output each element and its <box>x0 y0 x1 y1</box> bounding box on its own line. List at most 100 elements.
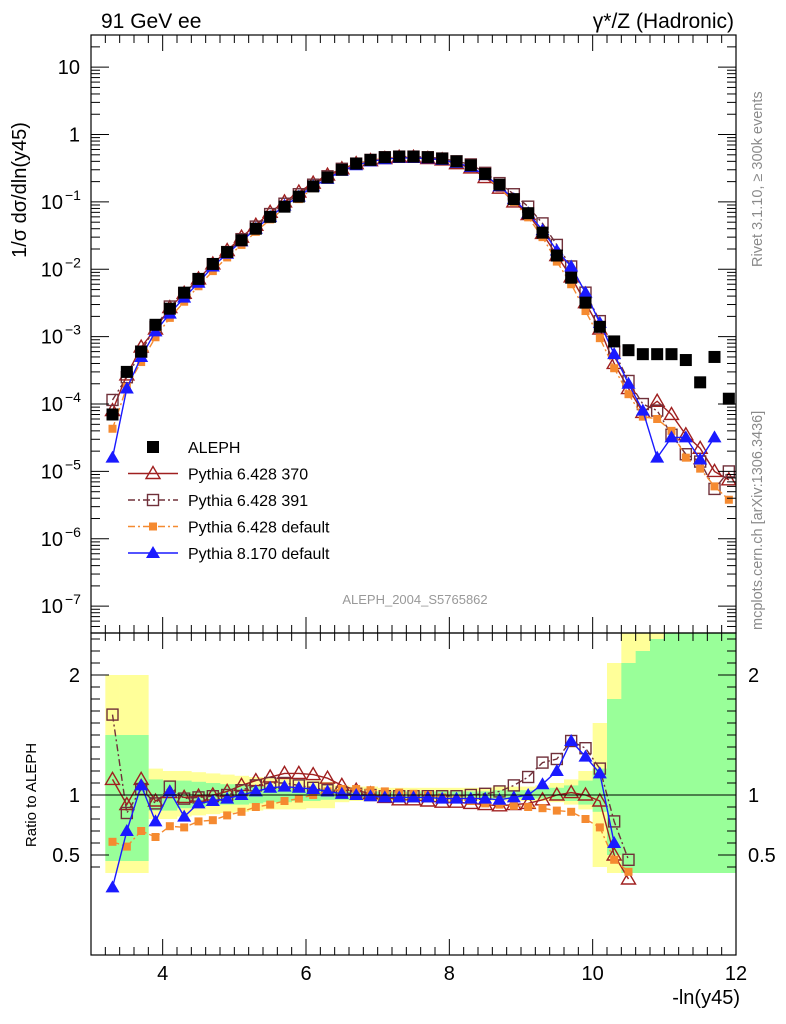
main-point <box>206 257 219 270</box>
statistical-band-bin <box>693 633 708 873</box>
main-point <box>653 414 662 423</box>
legend-entry: Pythia 6.428 391 <box>128 493 308 510</box>
ratio-point <box>248 784 263 797</box>
main-point <box>710 482 719 491</box>
main-y-tick-exponent: −1 <box>65 187 81 203</box>
ratio-point <box>591 792 609 807</box>
main-point <box>235 234 248 247</box>
ratio-point <box>208 816 217 825</box>
ratio-point <box>492 792 507 805</box>
main-point <box>192 272 205 285</box>
main-point <box>249 222 262 235</box>
main-point <box>105 450 120 463</box>
ratio-y-tick-label: 2 <box>69 665 80 687</box>
x-tick-label: 4 <box>157 963 168 985</box>
ratio-point <box>595 823 604 832</box>
ratio-point <box>294 794 303 803</box>
ratio-point <box>562 784 580 799</box>
main-point <box>720 471 736 486</box>
ratio-point <box>449 791 464 804</box>
main-point <box>335 163 348 176</box>
main-point <box>493 178 506 191</box>
ratio-point <box>607 815 621 828</box>
main-point <box>464 159 477 172</box>
main-point <box>264 210 277 223</box>
main-point <box>681 453 690 462</box>
main-plot-series <box>104 148 736 504</box>
main-y-axis-title-text: 1/σ dσ/dln(y45) <box>9 122 31 258</box>
main-line <box>111 156 730 501</box>
main-point <box>624 390 633 399</box>
ratio-point <box>607 836 622 848</box>
main-point <box>393 150 406 163</box>
ratio-y-axis-title: Ratio to ALEPH <box>23 743 40 847</box>
main-point <box>350 157 363 170</box>
main-point <box>651 348 664 361</box>
ratio-point <box>277 779 292 792</box>
main-point <box>450 155 463 168</box>
main-point <box>595 334 604 343</box>
legend-label: Pythia 6.428 391 <box>188 493 308 510</box>
main-series-pythia-6-428-370 <box>104 148 736 486</box>
ratio-point <box>435 791 450 804</box>
main-point <box>436 152 449 165</box>
legend-entry: Pythia 6.428 370 <box>128 465 308 484</box>
main-point <box>679 354 692 367</box>
main-y-tick-label: 10 <box>41 461 63 483</box>
ratio-point <box>535 777 550 790</box>
header-left-label: 91 GeV ee <box>101 10 201 33</box>
ratio-point <box>280 797 289 805</box>
main-point <box>665 348 678 361</box>
statistical-band-bin <box>105 735 120 861</box>
main-series-aleph <box>106 150 735 421</box>
ratio-point <box>137 827 146 835</box>
main-point <box>565 271 578 284</box>
legend-marker <box>146 493 160 507</box>
ratio-point <box>251 803 260 811</box>
legend: ALEPH Pythia 6.428 370 Pythia 6.428 391 Pyt… <box>128 440 330 563</box>
main-plot-frame <box>90 34 737 634</box>
legend-entry: Pythia 6.428 default <box>128 520 330 537</box>
main-y-tick-label: 10 <box>41 529 63 551</box>
legend-label: ALEPH <box>188 440 240 457</box>
rivet-version-text: Rivet 3.1.10, ≥ 300k events <box>750 91 766 267</box>
main-point <box>696 464 705 473</box>
main-point <box>307 180 320 193</box>
ratio-point <box>148 814 163 827</box>
main-y-tick-exponent: −5 <box>65 456 81 472</box>
main-point <box>648 392 666 407</box>
legend-label: Pythia 8.170 default <box>188 546 330 563</box>
main-point <box>137 358 146 367</box>
main-point <box>364 153 377 166</box>
ratio-point <box>194 817 203 826</box>
legend-marker <box>144 465 162 480</box>
x-tick-label: 12 <box>725 963 747 985</box>
ratio-point <box>234 788 249 800</box>
ratio-point <box>567 807 576 816</box>
ratio-point <box>134 778 149 791</box>
x-tick-label: 8 <box>444 963 455 985</box>
main-point <box>638 412 647 421</box>
main-point <box>120 365 133 378</box>
ratio-point <box>578 749 593 762</box>
main-point <box>536 226 549 239</box>
main-point <box>552 257 561 266</box>
main-point <box>694 376 707 389</box>
main-point <box>278 200 291 213</box>
main-point <box>292 190 305 203</box>
ratio-series-pythia-8-170-default <box>105 734 622 893</box>
ratio-point <box>291 780 306 793</box>
ratio-point <box>106 708 119 721</box>
ratio-line <box>111 739 615 888</box>
statistical-band-bin <box>664 633 679 873</box>
ratio-y-tick-label: 0.5 <box>52 845 80 867</box>
ratio-point <box>205 794 220 806</box>
main-point <box>421 151 434 164</box>
ratio-y-tick-label-right: 2 <box>748 665 759 687</box>
main-y-tick-label: 10 <box>41 327 63 349</box>
ratio-point <box>104 771 121 786</box>
main-y-tick-exponent: −7 <box>65 591 81 607</box>
ratio-point <box>592 766 607 779</box>
main-y-tick-label: 1 <box>69 125 80 147</box>
